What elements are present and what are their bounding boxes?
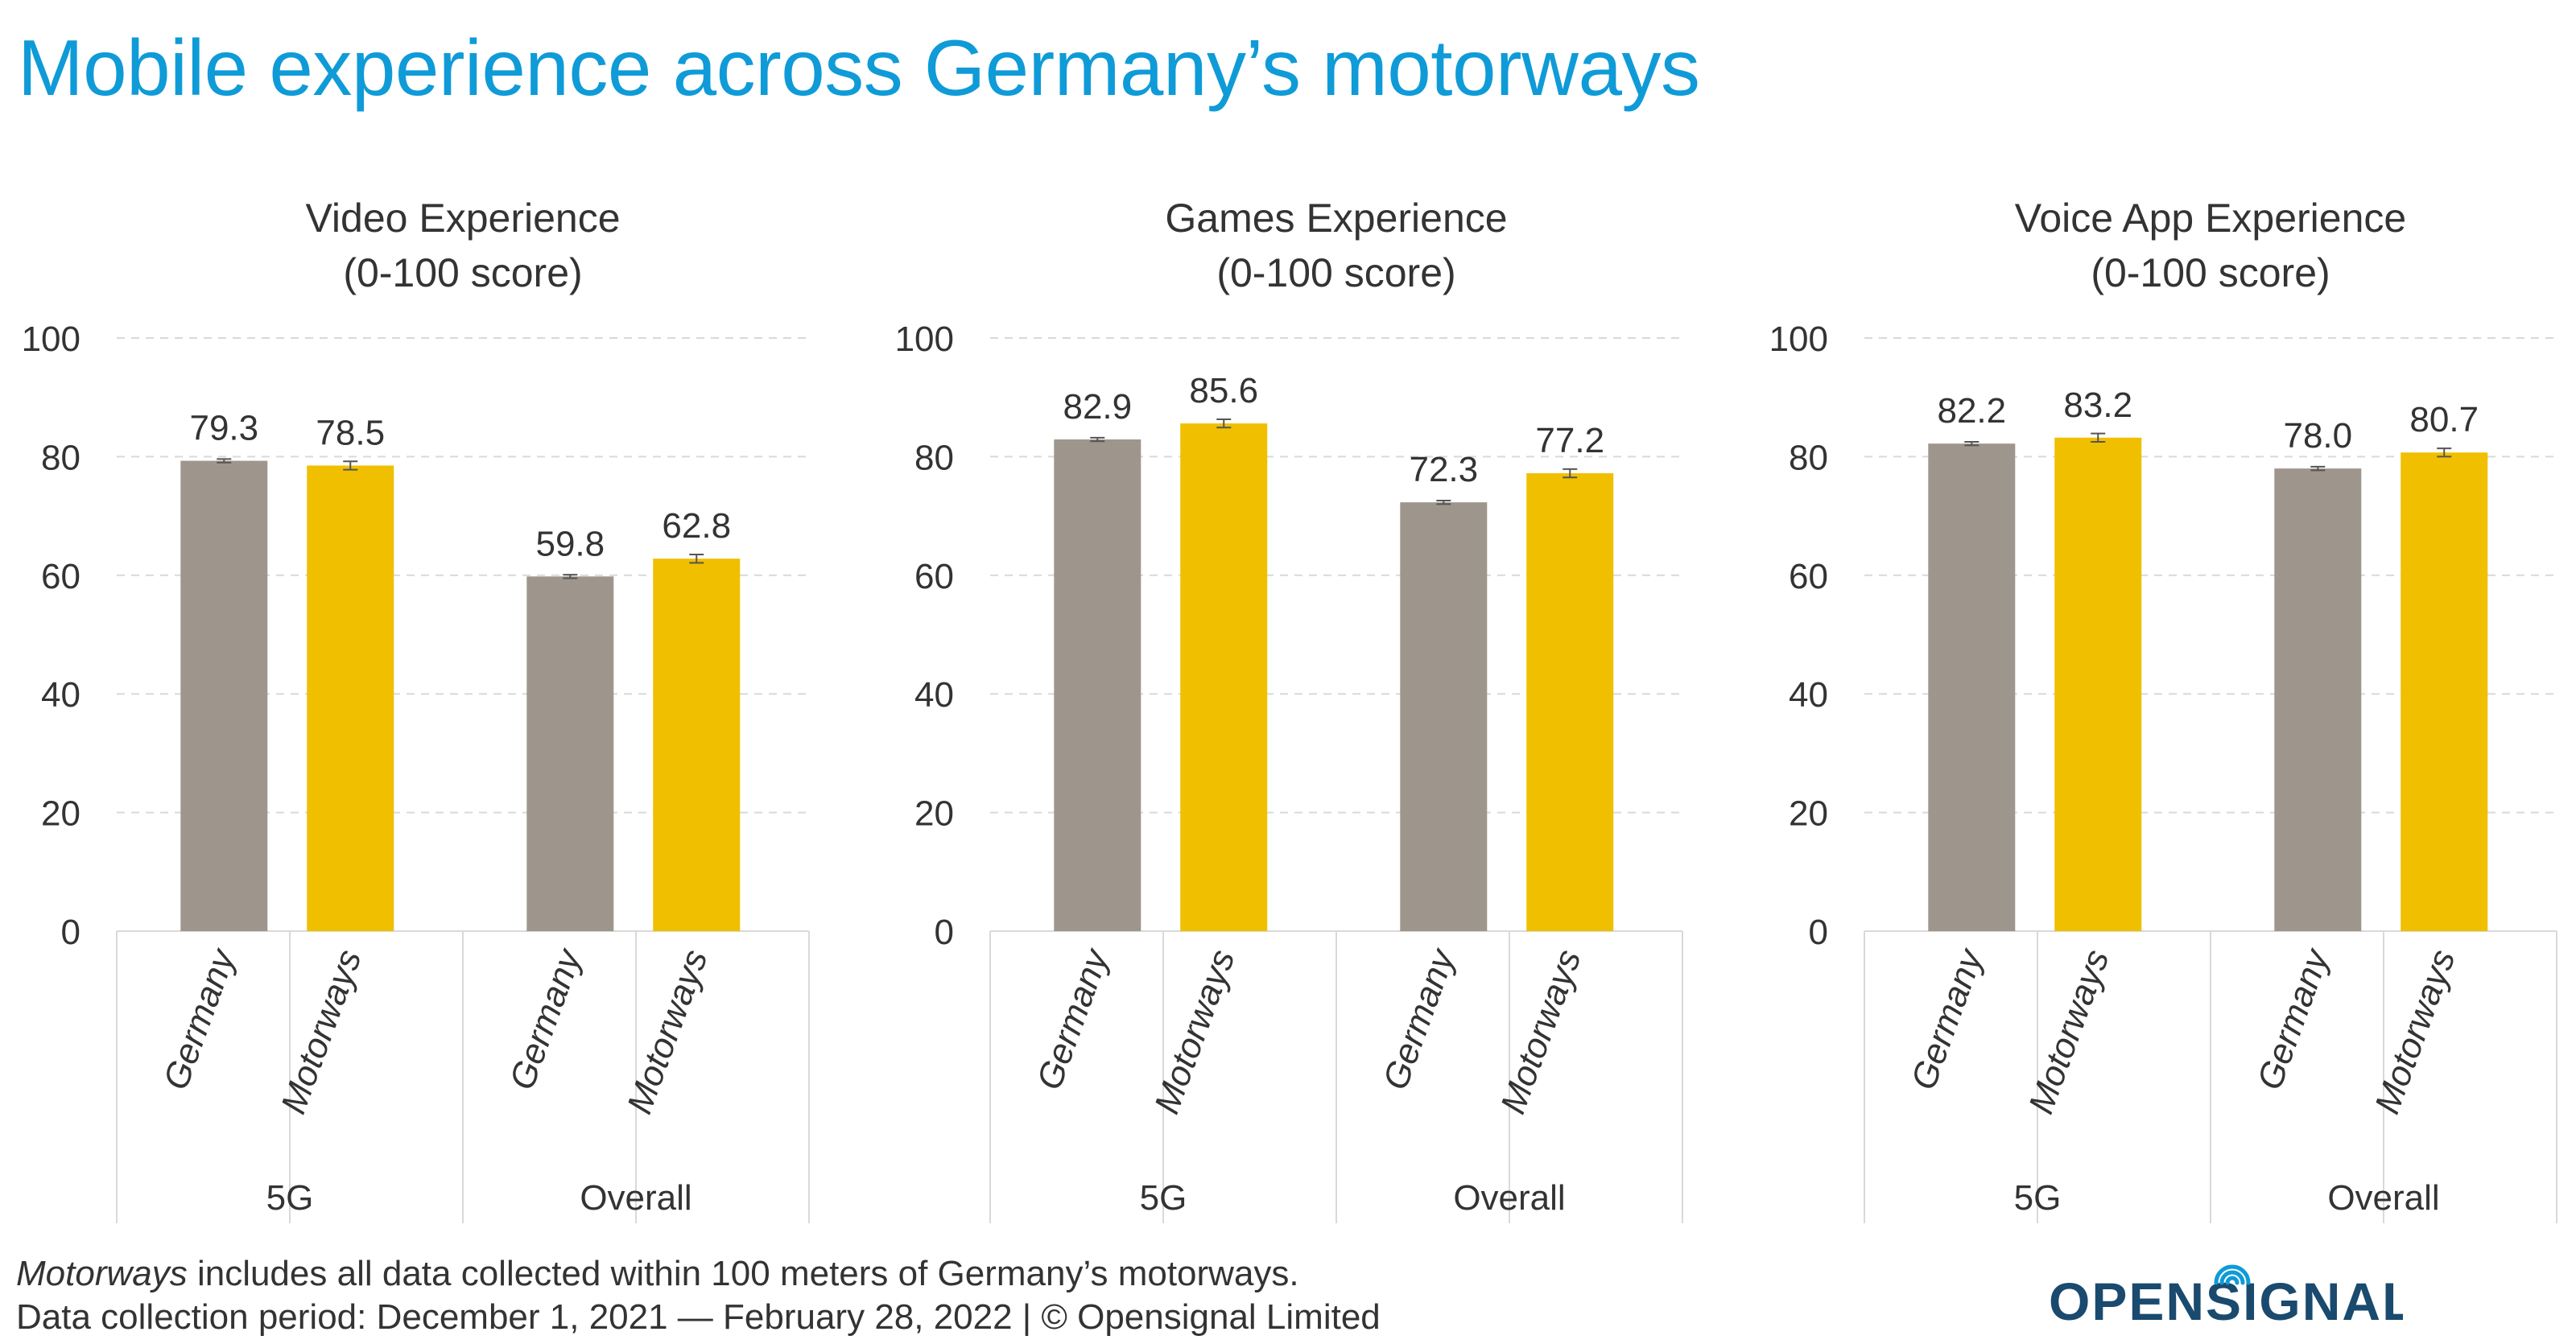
chart-title-line-2: (0-100 score) (343, 250, 582, 295)
y-tick-label: 60 (41, 557, 80, 596)
y-tick-label: 40 (1789, 675, 1828, 715)
chart-title-line-1: Voice App Experience (2015, 196, 2406, 241)
category-label-motorways: Motorways (2368, 945, 2463, 1119)
y-tick-label: 60 (1789, 557, 1828, 596)
data-label: 85.6 (1189, 371, 1258, 410)
y-tick-label: 100 (22, 320, 80, 359)
data-label: 72.3 (1409, 450, 1478, 489)
data-label: 59.8 (535, 524, 605, 563)
footnote-definition-text: includes all data collected within 100 m… (187, 1254, 1299, 1293)
footnote-definition: Motorways includes all data collected wi… (16, 1254, 1299, 1294)
category-label-germany: Germany (502, 942, 590, 1095)
y-tick-label: 80 (914, 438, 954, 477)
bar-motorways-5g (307, 465, 394, 931)
footnote-motorways-term: Motorways (16, 1254, 188, 1293)
category-label-motorways: Motorways (2021, 945, 2117, 1119)
bar-germany-overall (526, 576, 614, 931)
group-label-overall: Overall (2327, 1178, 2439, 1218)
y-tick-label: 40 (41, 675, 80, 715)
data-label: 82.9 (1063, 387, 1132, 427)
group-label-overall: Overall (1453, 1178, 1565, 1218)
bar-motorways-overall (653, 559, 741, 931)
y-tick-label: 0 (935, 913, 954, 952)
y-tick-label: 40 (914, 675, 954, 715)
bar-motorways-5g (1180, 423, 1268, 931)
chart-title-line-2: (0-100 score) (1216, 250, 1455, 295)
category-label-germany: Germany (1030, 942, 1117, 1095)
y-tick-label: 60 (914, 557, 954, 596)
bar-germany-5g (180, 460, 268, 931)
y-tick-label: 80 (41, 438, 80, 477)
chart-panel-1: Video Experience (0-100 score) 0 20 40 60 80 10… (22, 196, 810, 1223)
chart-title-line-1: Games Experience (1165, 196, 1507, 241)
data-label: 78.0 (2283, 416, 2352, 456)
data-label: 77.2 (1535, 421, 1604, 460)
bar-germany-overall (1400, 502, 1488, 931)
category-label-motorways: Motorways (1493, 945, 1589, 1119)
footnote-period: Data collection period: December 1, 2021… (16, 1297, 1381, 1337)
category-label-motorways: Motorways (620, 945, 716, 1119)
data-label: 78.5 (316, 413, 385, 452)
bar-germany-overall (2274, 468, 2362, 931)
chart-title-line-2: (0-100 score) (2091, 250, 2330, 295)
bar-germany-5g (1054, 439, 1141, 931)
category-label-motorways: Motorways (274, 945, 369, 1119)
opensignal-logo: OPENSIGNAL (2049, 1264, 2403, 1328)
group-label-overall: Overall (580, 1178, 691, 1218)
y-tick-label: 0 (1809, 913, 1828, 952)
group-label-5g: 5G (2014, 1178, 2062, 1218)
category-label-germany: Germany (156, 942, 244, 1095)
data-label: 80.7 (2409, 400, 2479, 439)
y-tick-label: 100 (1769, 320, 1828, 359)
chart-title-line-1: Video Experience (305, 196, 620, 241)
category-label-motorways: Motorways (1147, 945, 1243, 1119)
bar-motorways-overall (1526, 473, 1614, 931)
y-tick-label: 20 (1789, 794, 1828, 834)
bar-motorways-5g (2054, 437, 2142, 931)
chart-panel-2: Games Experience (0-100 score) 0 20 40 60 80 10… (895, 196, 1683, 1223)
y-tick-label: 100 (895, 320, 954, 359)
category-label-germany: Germany (2250, 942, 2338, 1095)
group-label-5g: 5G (1140, 1178, 1187, 1218)
bar-motorways-overall (2401, 452, 2488, 931)
y-tick-label: 80 (1789, 438, 1828, 477)
signal-arc-icon (2219, 1270, 2245, 1285)
category-label-germany: Germany (1376, 942, 1463, 1095)
svg-text:OPENSIGNAL: OPENSIGNAL (2049, 1272, 2403, 1328)
data-label: 82.2 (1937, 391, 2006, 431)
data-label: 62.8 (662, 506, 731, 546)
signal-arc-icon (2214, 1264, 2251, 1285)
y-tick-label: 20 (914, 794, 954, 834)
data-label: 83.2 (2063, 385, 2132, 425)
category-label-germany: Germany (1904, 942, 1992, 1095)
chart-panel-3: Voice App Experience (0-100 score) 0 20 40 60… (1769, 196, 2557, 1223)
signal-arc-icon (2225, 1276, 2240, 1285)
y-tick-label: 20 (41, 794, 80, 834)
group-label-5g: 5G (266, 1178, 314, 1218)
page-title: Mobile experience across Germany’s motor… (18, 23, 1700, 112)
y-tick-label: 0 (61, 913, 80, 952)
data-label: 79.3 (189, 409, 258, 448)
bar-germany-5g (1928, 443, 2016, 931)
